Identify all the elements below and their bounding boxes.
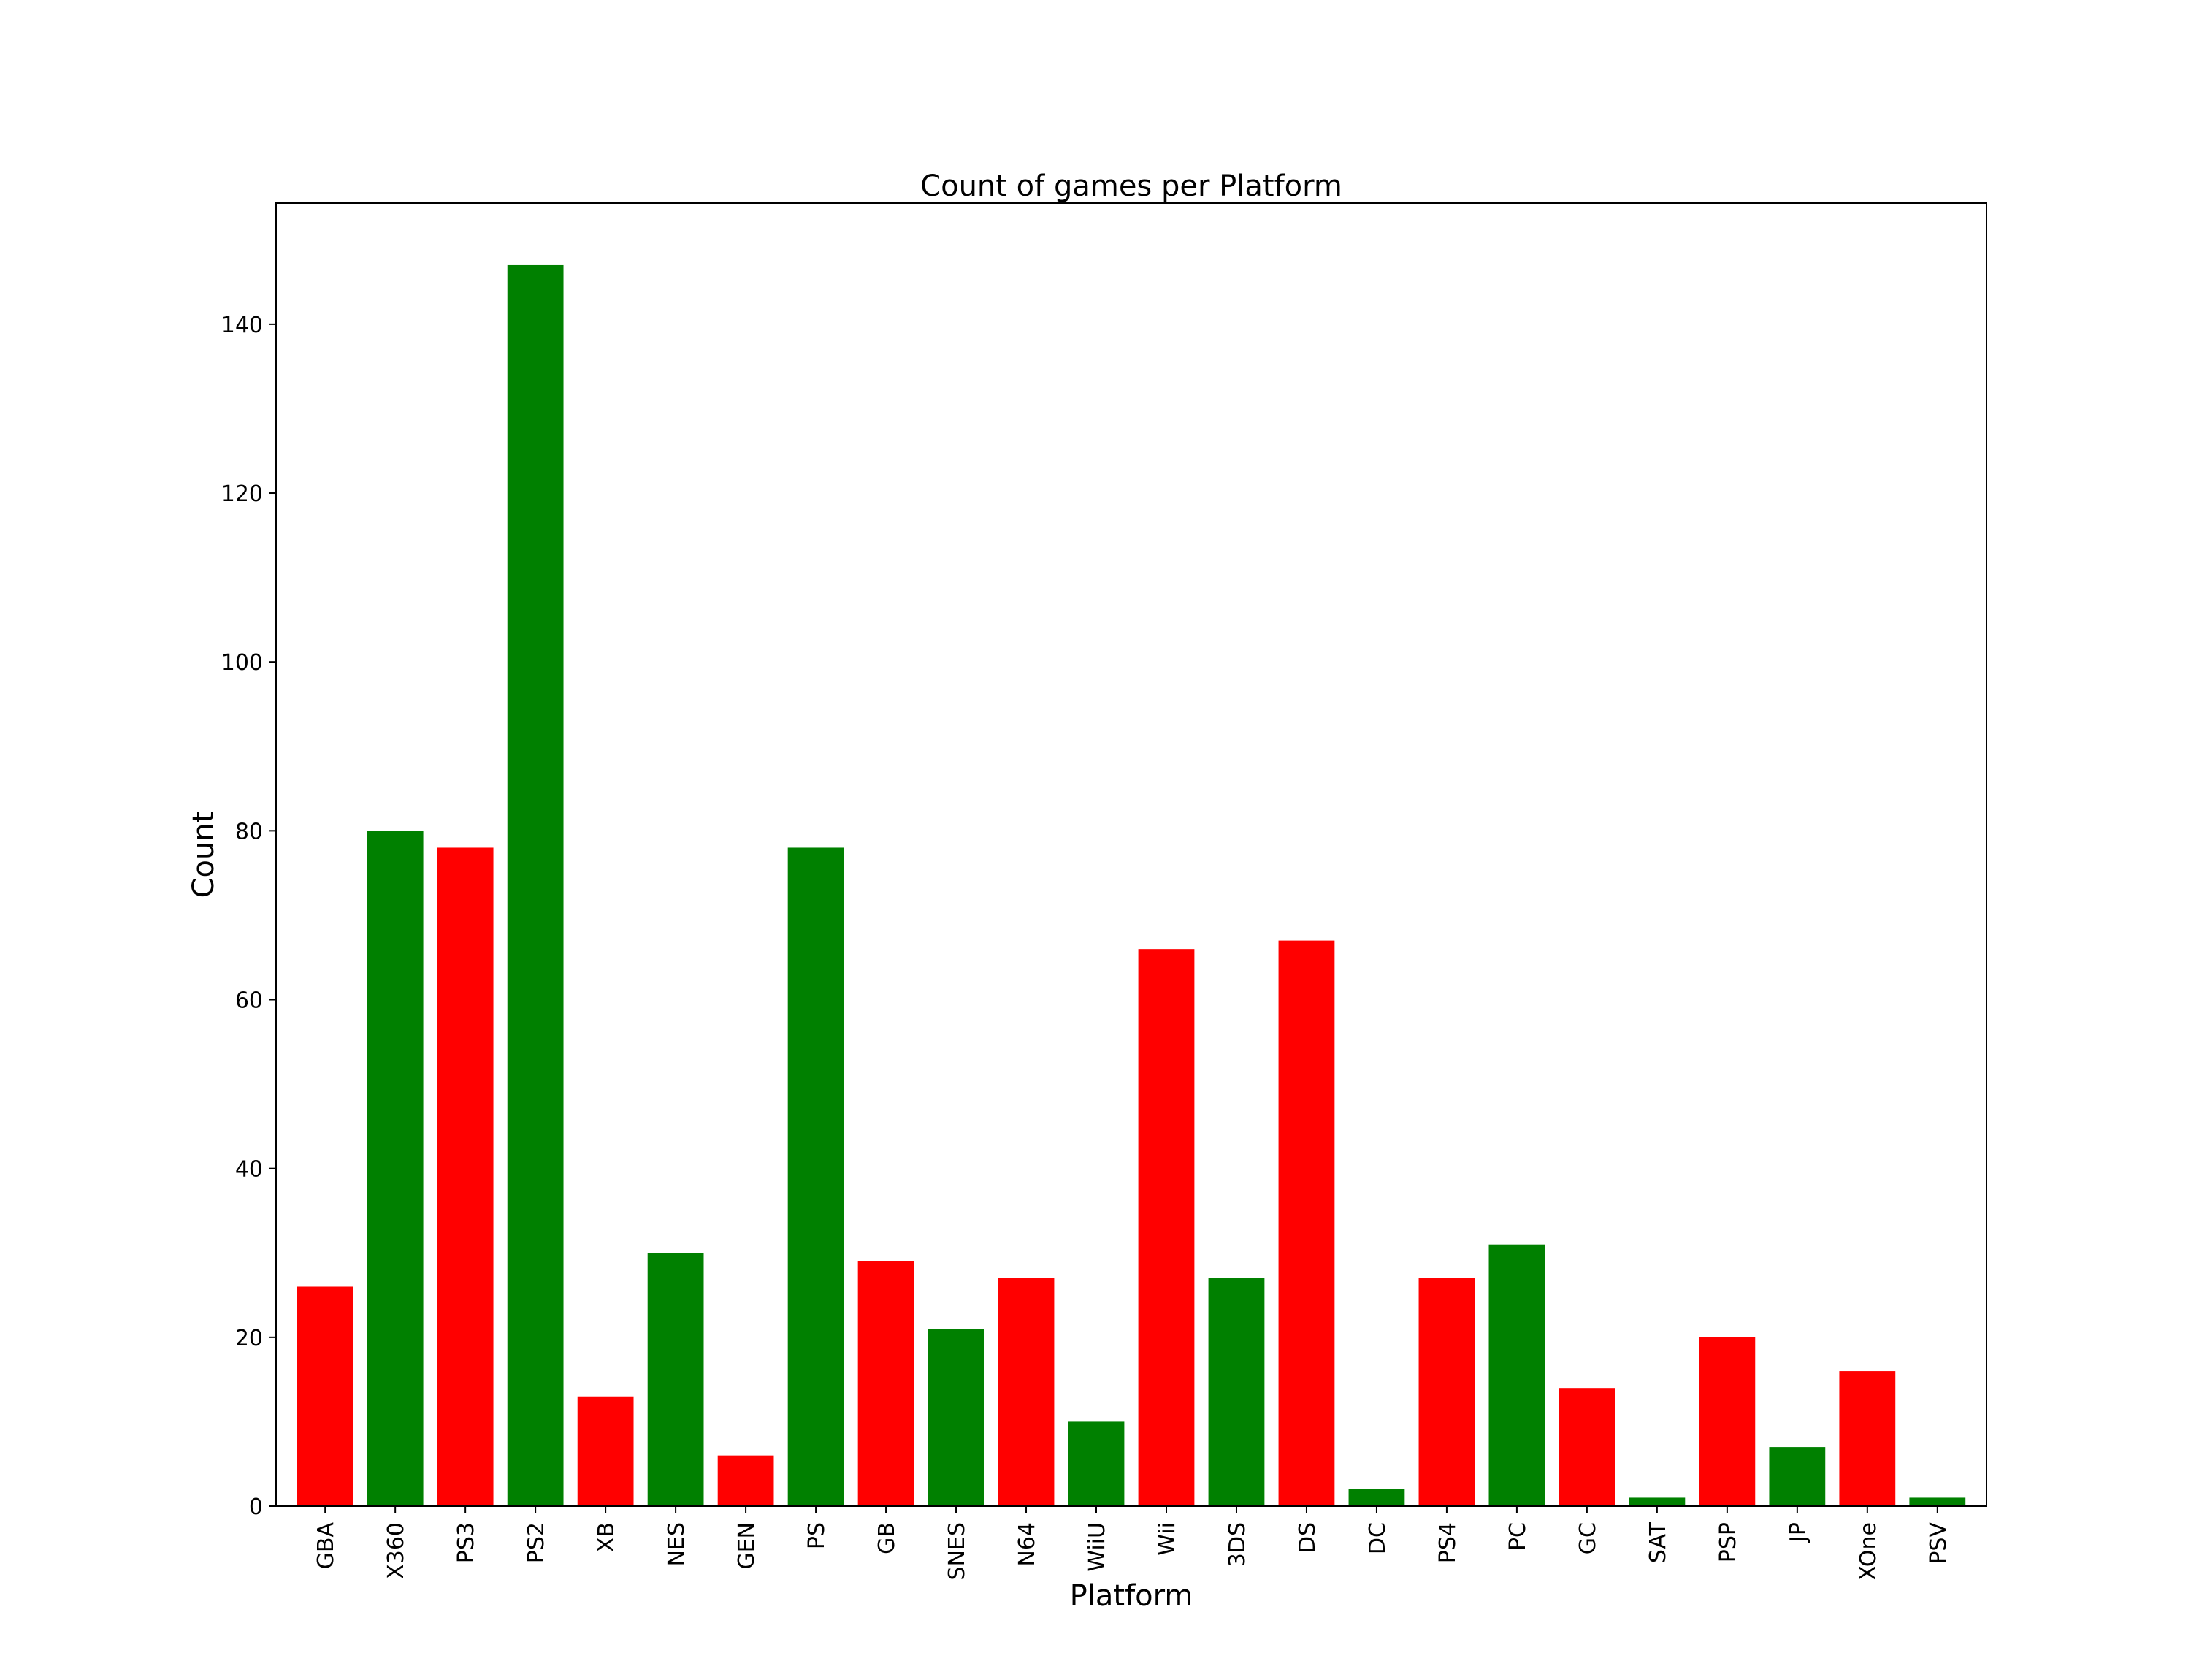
x-tick-label-sat: SAT <box>1645 1521 1671 1563</box>
bar-ps4 <box>1418 1278 1475 1506</box>
x-tick-label-xone: XOne <box>1856 1522 1881 1581</box>
bars-group <box>297 264 1966 1506</box>
bar-gc <box>1559 1388 1615 1506</box>
bar-wiiu <box>1068 1421 1125 1506</box>
bar-xb <box>577 1396 634 1506</box>
y-tick-label: 0 <box>249 1494 263 1520</box>
x-tick-label-x360: X360 <box>383 1522 409 1579</box>
bar-gb <box>857 1261 914 1506</box>
y-tick-label: 60 <box>235 988 263 1014</box>
y-tick-label: 140 <box>221 313 263 338</box>
x-tick-label-gb: GB <box>874 1522 900 1554</box>
bar-n64 <box>998 1278 1055 1506</box>
y-tick-label: 80 <box>235 819 263 844</box>
plot-frame <box>275 202 1987 1507</box>
bar-wii <box>1138 949 1195 1506</box>
bar-gba <box>297 1286 353 1506</box>
bar-ps3 <box>437 847 494 1506</box>
x-tick-label-gc: GC <box>1575 1522 1601 1554</box>
bar-sat <box>1629 1497 1686 1506</box>
y-tick-label: 40 <box>235 1157 263 1183</box>
x-tick-label-psv: PSV <box>1926 1522 1951 1565</box>
y-axis: 0 20 40 60 80 100 120 140 <box>221 313 276 1520</box>
x-tick-label-jp: JP <box>1786 1522 1811 1543</box>
x-tick-label-nes: NES <box>664 1522 689 1566</box>
x-tick-label-dc: DC <box>1365 1522 1391 1554</box>
x-tick-label-xb: XB <box>594 1522 619 1552</box>
bar-psp <box>1699 1337 1756 1506</box>
x-tick-label-ps4: PS4 <box>1435 1522 1461 1563</box>
bar-x360 <box>367 831 424 1506</box>
x-axis-label: Platform <box>1070 1579 1193 1613</box>
bar-ps <box>787 847 844 1506</box>
y-axis-label: Count <box>187 812 221 898</box>
bar-psv <box>1909 1497 1966 1506</box>
x-tick-label-ps2: PS2 <box>524 1522 549 1563</box>
bar-gen <box>717 1455 774 1506</box>
bar-xone <box>1839 1371 1896 1506</box>
x-tick-label-gba: GBA <box>313 1522 339 1570</box>
bar-ps2 <box>507 264 564 1506</box>
x-tick-label-gen: GEN <box>734 1522 760 1570</box>
x-tick-label-n64: N64 <box>1014 1522 1040 1567</box>
bar-dc <box>1348 1489 1405 1506</box>
bar-snes <box>928 1329 984 1506</box>
chart-title: Count of games per Platform <box>920 169 1342 203</box>
bar-pc <box>1488 1244 1545 1506</box>
x-tick-label-snes: SNES <box>944 1522 970 1580</box>
bar-3ds <box>1208 1278 1265 1506</box>
x-tick-label-ps: PS <box>804 1522 830 1549</box>
x-tick-label-3ds: 3DS <box>1225 1522 1250 1567</box>
x-tick-label-ds: DS <box>1295 1522 1320 1553</box>
y-tick-label: 120 <box>221 481 263 507</box>
x-tick-label-pc: PC <box>1505 1522 1531 1551</box>
bar-ds <box>1278 940 1335 1506</box>
x-axis: GBA X360 PS3 PS2 XB NES GEN PS GB SNES N64 WiiU Wii 3… <box>313 1506 1951 1581</box>
y-tick-label: 20 <box>235 1326 263 1351</box>
x-tick-label-wiiu: WiiU <box>1085 1522 1110 1572</box>
x-tick-label-psp: PSP <box>1716 1522 1741 1562</box>
x-tick-label-wii: Wii <box>1155 1522 1180 1556</box>
x-tick-label-ps3: PS3 <box>454 1522 479 1563</box>
bar-nes <box>647 1253 704 1506</box>
bar-jp <box>1769 1447 1826 1506</box>
y-tick-label: 100 <box>221 650 263 676</box>
